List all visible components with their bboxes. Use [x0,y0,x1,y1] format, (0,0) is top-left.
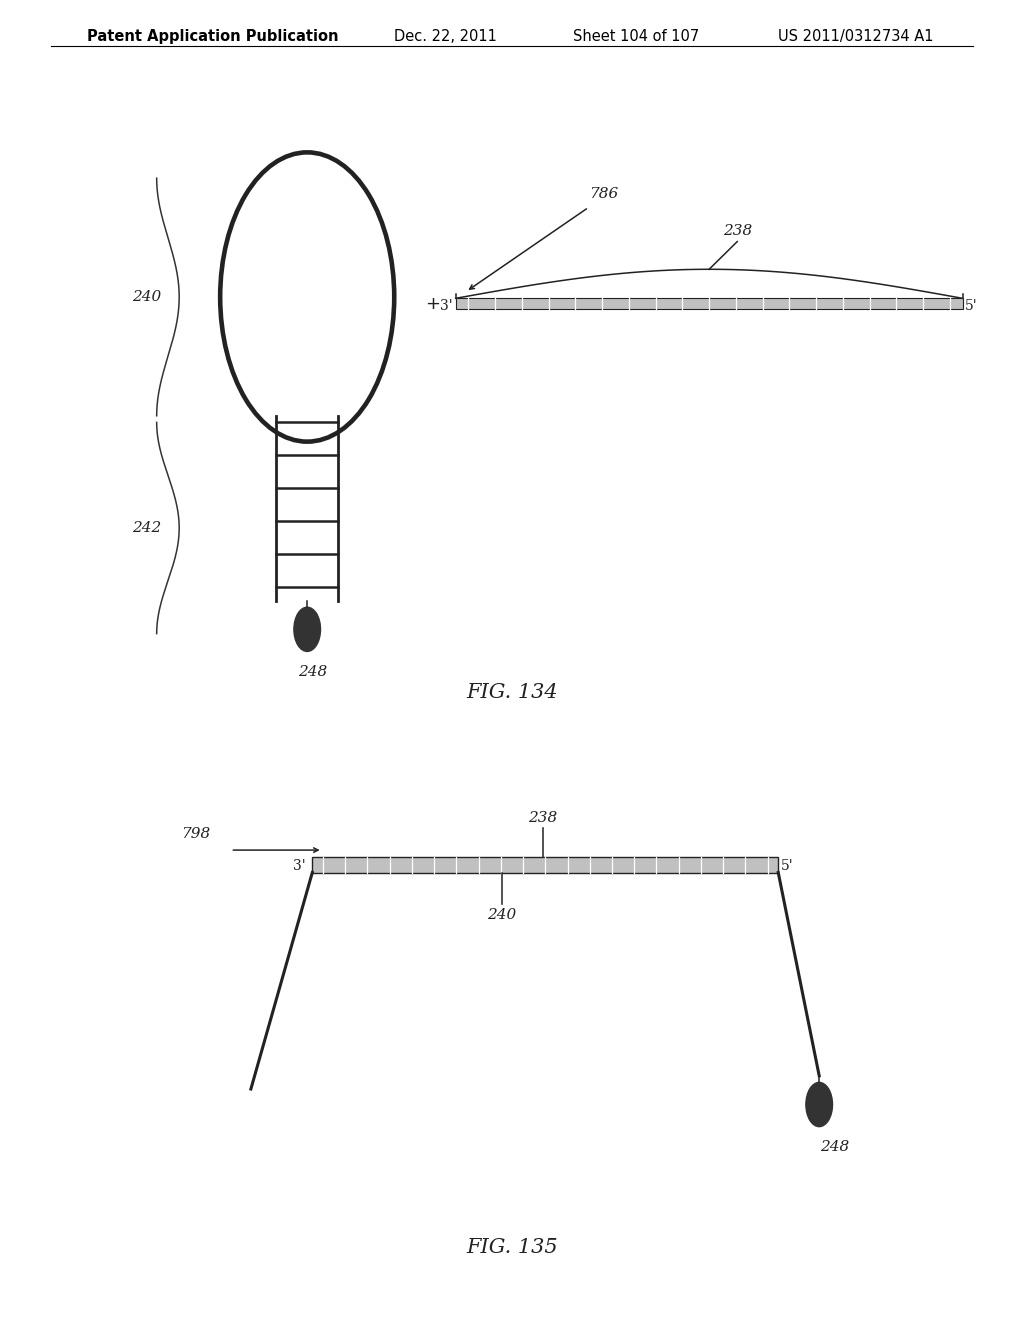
Text: Dec. 22, 2011: Dec. 22, 2011 [394,29,497,44]
Text: FIG. 134: FIG. 134 [466,684,558,702]
Text: 3': 3' [440,300,453,313]
Bar [456,298,963,309]
Text: 5': 5' [965,300,977,313]
Text: 798: 798 [180,828,210,841]
Text: US 2011/0312734 A1: US 2011/0312734 A1 [778,29,934,44]
Text: 248: 248 [298,665,327,678]
Text: +: + [425,294,440,313]
Text: 5': 5' [781,859,794,873]
Text: Sheet 104 of 107: Sheet 104 of 107 [573,29,699,44]
Text: 248: 248 [820,1140,849,1154]
Ellipse shape [294,607,321,652]
Ellipse shape [806,1082,833,1127]
Text: Patent Application Publication: Patent Application Publication [87,29,339,44]
Text: 242: 242 [132,521,162,535]
Text: 238: 238 [723,223,752,238]
Text: 786: 786 [590,186,618,201]
Text: FIG. 135: FIG. 135 [466,1238,558,1257]
Bar [312,857,778,873]
Text: 240: 240 [487,908,516,923]
Text: 240: 240 [132,290,162,304]
Text: 3': 3' [293,859,305,873]
Text: 238: 238 [528,810,557,825]
